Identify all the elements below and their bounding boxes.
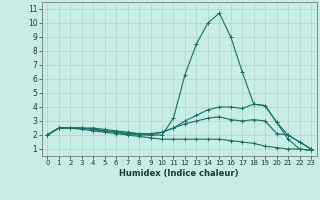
X-axis label: Humidex (Indice chaleur): Humidex (Indice chaleur) xyxy=(119,169,239,178)
